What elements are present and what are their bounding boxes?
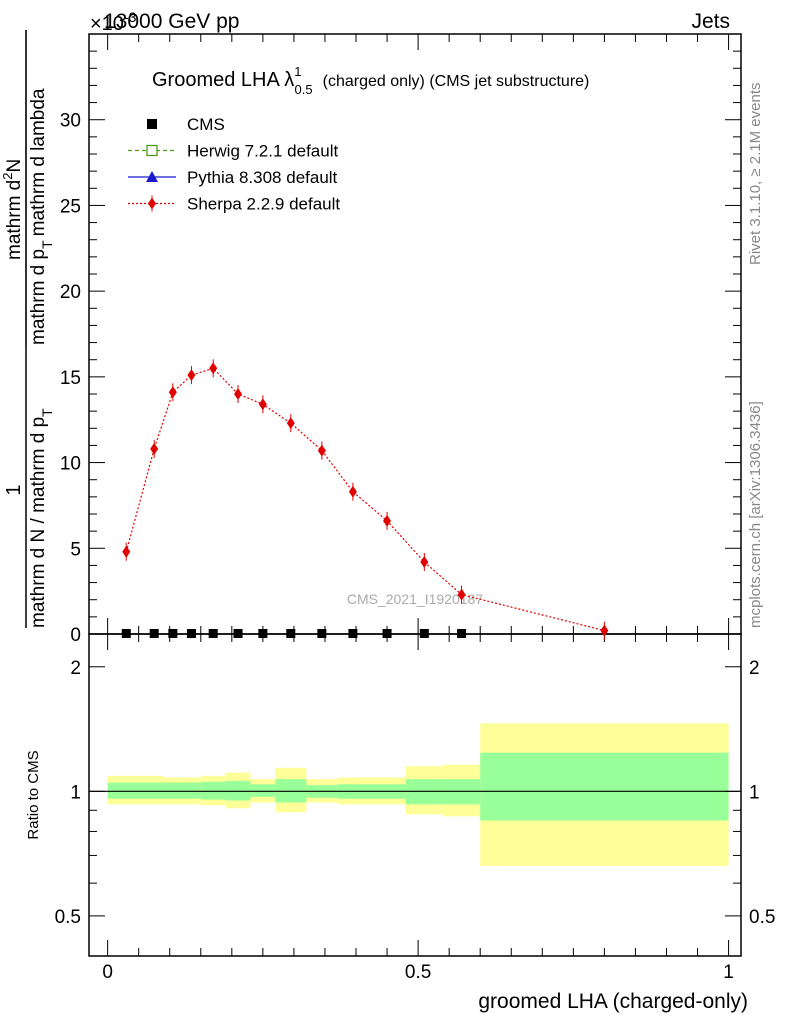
- sherpa-point: [286, 417, 295, 430]
- sherpa-point: [122, 545, 131, 558]
- header-right: Jets: [691, 10, 730, 33]
- band-green-1: [163, 782, 201, 799]
- ylabel-ratio: Ratio to CMS: [25, 750, 42, 839]
- sherpa-point: [209, 362, 218, 375]
- cms-point: [317, 628, 327, 638]
- ytick-main-label: 0: [70, 625, 81, 646]
- xlabel: groomed LHA (charged-only): [478, 990, 748, 1013]
- sherpa-point: [383, 514, 392, 527]
- ylabel-denominator-1: mathrm d N / mathrm d pT: [28, 408, 55, 628]
- legend-label: Herwig 7.2.1 default: [187, 142, 338, 161]
- xtick-label: 0: [102, 962, 113, 983]
- sherpa-point: [150, 442, 159, 455]
- legend-marker-cms: [147, 119, 157, 129]
- sherpa-point: [457, 588, 466, 601]
- band-green-0: [107, 782, 164, 799]
- ytick-main-label: 5: [70, 539, 81, 560]
- cms-point: [233, 628, 243, 638]
- sherpa-point: [600, 624, 609, 637]
- cms-point: [457, 628, 467, 638]
- legend-label: Pythia 8.308 default: [187, 168, 338, 187]
- cms-point: [258, 628, 268, 638]
- cms-point: [168, 628, 178, 638]
- ytick-ratio-label-right: 1: [749, 782, 760, 803]
- mcplots-label: mcplots.cern.ch [arXiv:1306.3436]: [747, 401, 764, 628]
- cms-point: [382, 628, 392, 638]
- ytick-main-label: 20: [60, 282, 81, 303]
- exponent-label: ×10-3: [90, 9, 137, 35]
- legend-marker-herwig: [146, 144, 158, 157]
- band-green-2: [200, 781, 226, 800]
- ytick-ratio-label-left: 0.5: [55, 907, 81, 928]
- ytick-main-label: 30: [60, 111, 81, 132]
- legend: CMS Herwig 7.2.1 default Pythia 8.308 defa…: [128, 115, 340, 214]
- cms-point: [286, 628, 296, 638]
- legend-marker-pythia: [146, 171, 158, 182]
- ratio-panel-frame: [88, 633, 742, 957]
- band-green-3: [225, 780, 251, 801]
- legend-marker-sherpa: [148, 197, 156, 210]
- cms-point: [208, 628, 218, 638]
- ytick-ratio-label-right: 0.5: [749, 907, 775, 928]
- sherpa-point: [420, 556, 429, 568]
- ratio-bands: [89, 723, 741, 867]
- ylabel-numerator-2: mathrm d2N: [0, 159, 25, 260]
- data-series: [121, 359, 609, 640]
- ytick-ratio-label-right: 2: [749, 658, 760, 679]
- sherpa-point: [348, 485, 357, 498]
- legend-label: Sherpa 2.2.9 default: [187, 195, 340, 214]
- sherpa-point: [317, 444, 326, 457]
- sherpa-point: [168, 386, 177, 399]
- cms-point: [149, 628, 159, 638]
- cms-point: [419, 628, 429, 638]
- ytick-main-label: 25: [60, 196, 81, 217]
- ytick-main-label: 15: [60, 368, 81, 389]
- xtick-label: 0.5: [405, 962, 431, 983]
- cms-point: [186, 628, 196, 638]
- band-green-10: [480, 752, 729, 821]
- ytick-main-label: 10: [60, 454, 81, 475]
- sherpa-point: [258, 398, 267, 411]
- sherpa-point: [234, 388, 243, 400]
- ytick-ratio-label-left: 1: [70, 782, 81, 803]
- cms-point: [121, 628, 131, 638]
- plot-title: Groomed LHA λ1 0.5 (charged only) (CMS jet…: [152, 64, 589, 97]
- cms-point: [348, 628, 358, 638]
- sherpa-point: [187, 369, 196, 382]
- legend-label: CMS: [187, 115, 225, 134]
- sherpa-line: [125, 367, 605, 632]
- analysis-watermark: CMS_2021_I1920187: [347, 591, 483, 607]
- ylabel-numerator-1: 1: [3, 484, 25, 495]
- rivet-label: Rivet 3.1.10, ≥ 2.1M events: [747, 83, 764, 266]
- header-left: 13000 GeV pp: [104, 10, 239, 33]
- ylabel-main: 1 mathrm d N / mathrm d pT mathrm d2N ma…: [0, 30, 55, 628]
- ytick-ratio-label-left: 2: [70, 658, 81, 679]
- ylabel-denominator-2: mathrm d pTmathrm d lambda: [28, 88, 55, 345]
- xtick-label: 1: [723, 962, 734, 983]
- band-green-4: [250, 784, 276, 797]
